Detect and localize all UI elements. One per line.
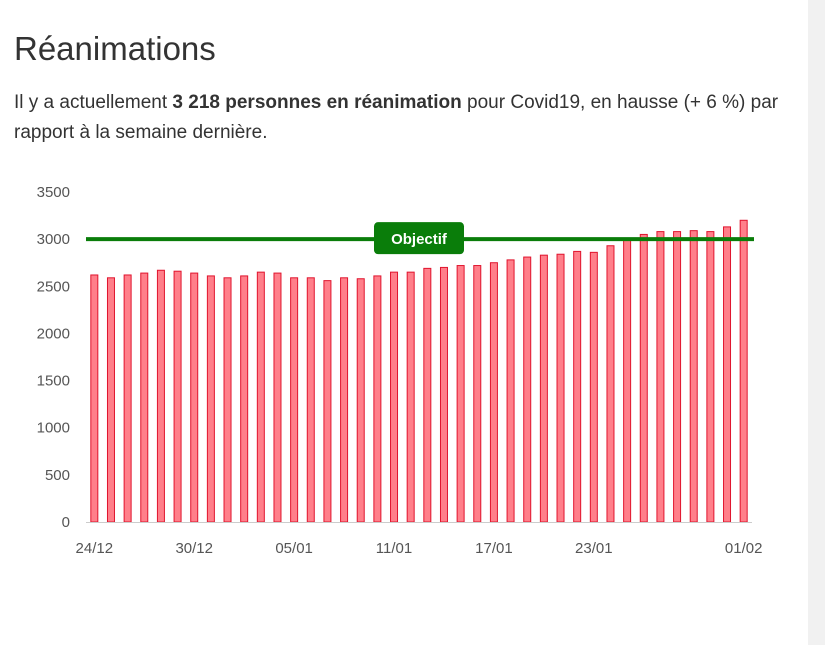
x-tick-label: 17/01 [475, 540, 513, 557]
page: Réanimations Il y a actuellement 3 218 p… [14, 30, 804, 557]
y-axis: 0 500 1000 1500 2000 2500 3000 3500 [37, 184, 70, 531]
summary-highlight: 3 218 personnes en réanimation [172, 92, 462, 113]
bar-30-12[interactable] [190, 272, 199, 523]
bar-02-01[interactable] [240, 275, 249, 523]
bar-03-01[interactable] [256, 271, 265, 523]
bar-28-01[interactable] [673, 231, 682, 523]
summary-suffix: pour Covid19, en hausse (+ 6 %) par rapp… [14, 92, 779, 143]
bar-06-01[interactable] [306, 277, 315, 523]
bar-04-01[interactable] [273, 272, 282, 523]
bar-26-12[interactable] [123, 274, 132, 523]
scrollbar[interactable] [808, 0, 825, 645]
bar-17-01[interactable] [489, 262, 498, 523]
bar-24-12[interactable] [90, 274, 99, 523]
objective-label: Objectif [391, 231, 448, 248]
bar-08-01[interactable] [340, 277, 349, 523]
bar-26-01[interactable] [639, 233, 648, 523]
bar-01-02[interactable] [739, 219, 748, 523]
x-tick-label: 23/01 [575, 540, 613, 557]
bar-21-01[interactable] [556, 253, 565, 523]
bar-31-01[interactable] [723, 226, 732, 523]
bar-24-01[interactable] [606, 245, 615, 523]
bar-22-01[interactable] [573, 250, 582, 523]
bar-16-01[interactable] [473, 265, 482, 523]
objective-badge [374, 222, 464, 255]
x-tick-label: 24/12 [76, 540, 114, 557]
bar-25-12[interactable] [106, 277, 115, 523]
bar-28-12[interactable] [156, 269, 165, 523]
bar-23-01[interactable] [589, 251, 598, 523]
bar-series [90, 219, 748, 523]
bar-13-01[interactable] [423, 267, 432, 523]
y-tick-label: 3000 [37, 231, 70, 248]
bar-19-01[interactable] [523, 256, 532, 523]
y-tick-label: 0 [62, 514, 70, 531]
y-tick-label: 1500 [37, 373, 70, 390]
y-tick-label: 500 [45, 467, 70, 484]
bar-27-12[interactable] [140, 272, 149, 523]
bar-07-01[interactable] [323, 280, 332, 523]
x-tick-label: 05/01 [275, 540, 313, 557]
icu-bar-chart: 0 500 1000 1500 2000 2500 3000 3500 24/12 30/12 0… [37, 184, 763, 557]
bar-30-01[interactable] [706, 231, 715, 523]
y-tick-label: 3500 [37, 184, 70, 201]
y-tick-label: 2500 [37, 278, 70, 295]
page-title: Réanimations [14, 30, 216, 67]
summary-prefix: Il y a actuellement [14, 92, 173, 113]
summary-text: Il y a actuellement 3 218 personnes en r… [14, 88, 804, 148]
bar-11-01[interactable] [390, 271, 399, 523]
bar-09-01[interactable] [356, 278, 365, 523]
x-tick-label: 11/01 [376, 540, 412, 557]
bar-05-01[interactable] [290, 277, 299, 523]
y-tick-label: 1000 [37, 420, 70, 437]
bar-25-01[interactable] [623, 237, 632, 523]
bar-14-01[interactable] [439, 266, 448, 523]
y-tick-label: 2000 [37, 325, 70, 342]
bar-10-01[interactable] [373, 275, 382, 523]
bar-12-01[interactable] [406, 271, 415, 523]
bar-18-01[interactable] [506, 259, 515, 523]
x-axis: 24/12 30/12 05/01 11/01 17/01 23/01 01/02 [76, 522, 763, 557]
bar-01-01[interactable] [223, 277, 232, 523]
bar-29-12[interactable] [173, 270, 182, 523]
bar-27-01[interactable] [656, 231, 665, 523]
bar-20-01[interactable] [539, 254, 548, 523]
bar-31-12[interactable] [206, 275, 215, 523]
x-tick-label: 30/12 [175, 540, 213, 557]
bar-29-01[interactable] [689, 230, 698, 523]
bar-15-01[interactable] [456, 265, 465, 523]
x-tick-label: 01/02 [725, 540, 763, 557]
objective-line-group: Objectif [86, 222, 754, 255]
